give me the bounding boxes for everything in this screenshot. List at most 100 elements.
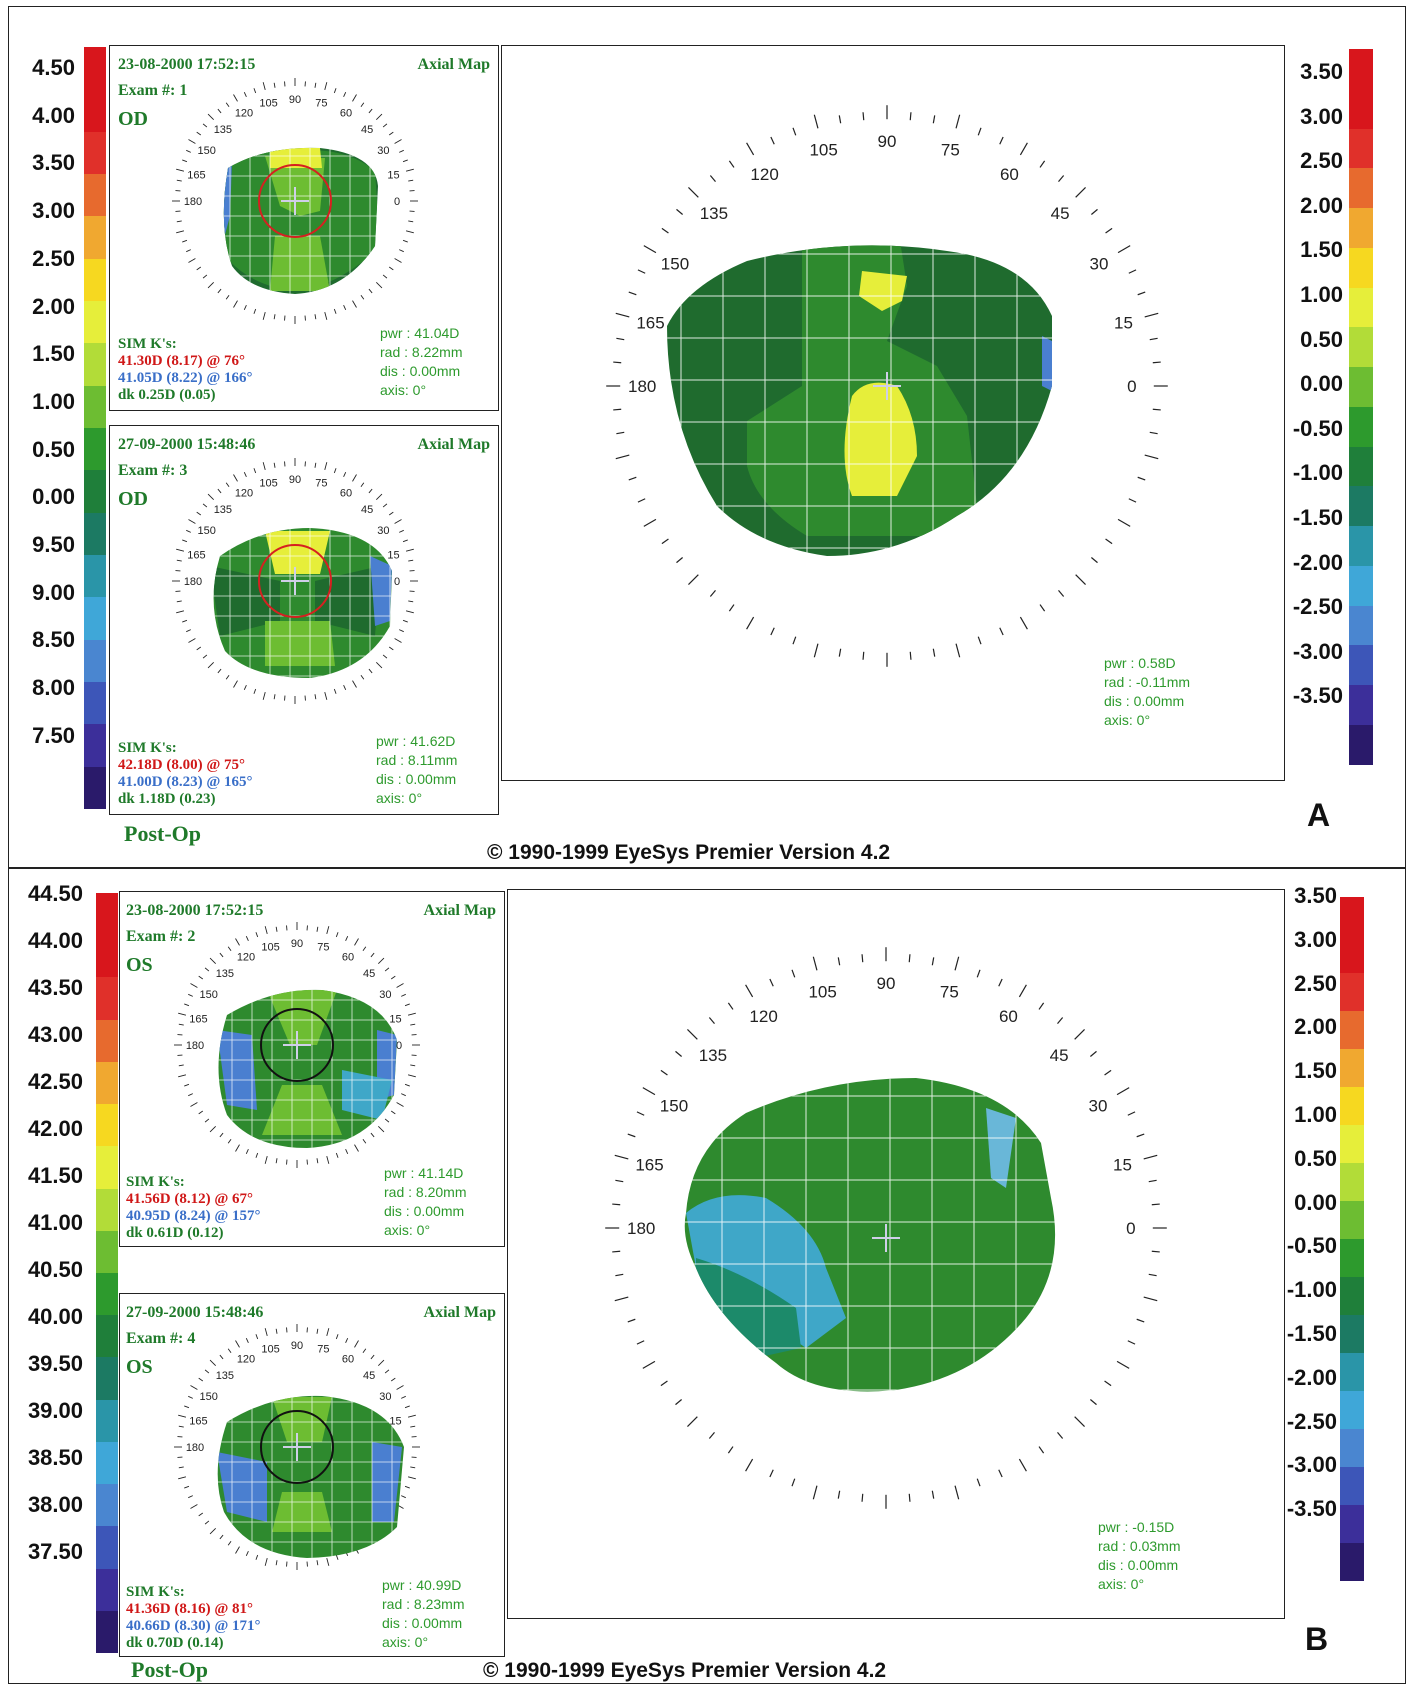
color-bar-segment <box>1349 565 1373 606</box>
angle-tick <box>264 1557 268 1566</box>
angle-label: 120 <box>749 1007 777 1026</box>
angle-tick <box>955 114 961 129</box>
angle-tick <box>1144 454 1159 460</box>
angle-tick <box>186 249 191 253</box>
angle-tick <box>401 993 406 997</box>
angle-tick <box>394 139 402 144</box>
map-group: 90 105 120 135 150 165 180 0 15 30 45 60 75 <box>605 947 1167 1509</box>
angle-tick <box>613 408 622 411</box>
scale-label: -3.00 <box>1292 638 1343 664</box>
angle-tick <box>708 1017 715 1025</box>
angle-tick <box>1117 518 1131 527</box>
angle-tick <box>1144 312 1159 318</box>
scale-label: 43.50 <box>27 975 83 1000</box>
color-bar-segment <box>1349 287 1373 328</box>
angle-tick <box>207 493 215 501</box>
color-bar-segment <box>84 258 106 301</box>
exam2-eye: OS <box>126 954 153 976</box>
angle-tick <box>616 337 625 341</box>
angle-tick <box>1127 1111 1136 1116</box>
angle-tick <box>931 1490 935 1499</box>
angle-tick <box>370 952 375 958</box>
angle-tick <box>862 112 865 121</box>
map-patch <box>986 1108 1016 1188</box>
scale-label: 3.50 <box>1300 59 1343 84</box>
angle-tick <box>1090 208 1098 215</box>
angle-tick <box>188 993 193 997</box>
angle-tick <box>207 281 215 289</box>
angle-tick <box>324 82 328 91</box>
exam1-rad: rad : 8.22mm <box>380 344 463 360</box>
angle-tick <box>1075 574 1086 585</box>
scale-label: 38.00 <box>27 1492 83 1517</box>
map-patch <box>342 1070 392 1120</box>
map-base <box>213 528 392 678</box>
angle-tick <box>245 936 249 941</box>
angle-tick <box>615 1179 624 1183</box>
angle-tick <box>1148 1273 1157 1277</box>
scale-label: 39.50 <box>27 1351 83 1376</box>
angle-tick <box>360 294 365 300</box>
angle-tick <box>198 1512 204 1517</box>
angle-tick <box>615 1273 624 1277</box>
scale-label: 37.50 <box>27 1539 83 1564</box>
angle-tick <box>362 1348 367 1354</box>
angle-tick <box>368 668 373 674</box>
scale-label: 39.00 <box>27 1398 83 1423</box>
angle-label: 180 <box>628 377 656 396</box>
angle-tick <box>688 574 699 585</box>
angle-tick <box>196 266 202 271</box>
angle-label: 180 <box>184 576 202 588</box>
map-patch <box>270 147 322 168</box>
scale-label: 42.50 <box>27 1069 83 1094</box>
angle-tick <box>275 926 278 932</box>
angle-tick <box>1019 616 1028 630</box>
angle-tick <box>324 462 328 471</box>
scale-label: -1.50 <box>1292 505 1343 530</box>
angle-label: 120 <box>750 165 778 184</box>
angle-tick <box>314 462 317 468</box>
exam3-eye: OD <box>118 488 148 510</box>
angle-tick <box>225 294 230 300</box>
angle-tick <box>1116 1087 1130 1096</box>
color-bar-segment <box>84 47 106 90</box>
left-color-bar-b <box>96 893 118 1653</box>
angle-label: 180 <box>186 1442 204 1454</box>
angle-label: 105 <box>809 141 837 160</box>
scale-label: 3.50 <box>1294 883 1337 908</box>
angle-tick <box>1039 160 1046 168</box>
scale-label: -2.50 <box>1292 594 1343 620</box>
angle-tick <box>275 1328 278 1334</box>
angle-label: 105 <box>261 1343 279 1355</box>
map-patch <box>859 271 907 311</box>
angle-tick <box>390 975 396 980</box>
angle-tick <box>1148 1179 1157 1183</box>
angle-tick <box>176 230 185 234</box>
map-patch <box>272 1397 332 1442</box>
color-bar-segment <box>84 681 106 725</box>
map-patches <box>218 990 397 1135</box>
angle-tick <box>314 314 317 320</box>
angle-label: 0 <box>1126 1219 1135 1238</box>
angle-tick <box>204 967 210 972</box>
angle-tick <box>770 627 775 636</box>
exam3-axis: axis: 0° <box>376 790 423 806</box>
angle-tick <box>377 1125 385 1133</box>
angle-tick <box>1105 538 1113 545</box>
angle-tick <box>217 108 222 114</box>
pupil-ring <box>260 1008 334 1082</box>
angle-tick <box>976 969 981 978</box>
angle-tick <box>396 1102 404 1107</box>
angle-tick <box>368 108 373 114</box>
angle-tick <box>343 685 347 690</box>
angle-tick <box>390 1110 396 1115</box>
color-bar-segment <box>1349 128 1373 169</box>
angle-tick <box>1018 1458 1027 1472</box>
angle-label: 90 <box>878 132 897 151</box>
angle-tick <box>225 102 230 108</box>
angle-tick <box>612 1250 621 1253</box>
angle-tick <box>245 1338 249 1343</box>
angle-tick <box>615 312 630 318</box>
color-bar-segment <box>96 1019 118 1062</box>
angle-tick <box>1104 1069 1112 1076</box>
